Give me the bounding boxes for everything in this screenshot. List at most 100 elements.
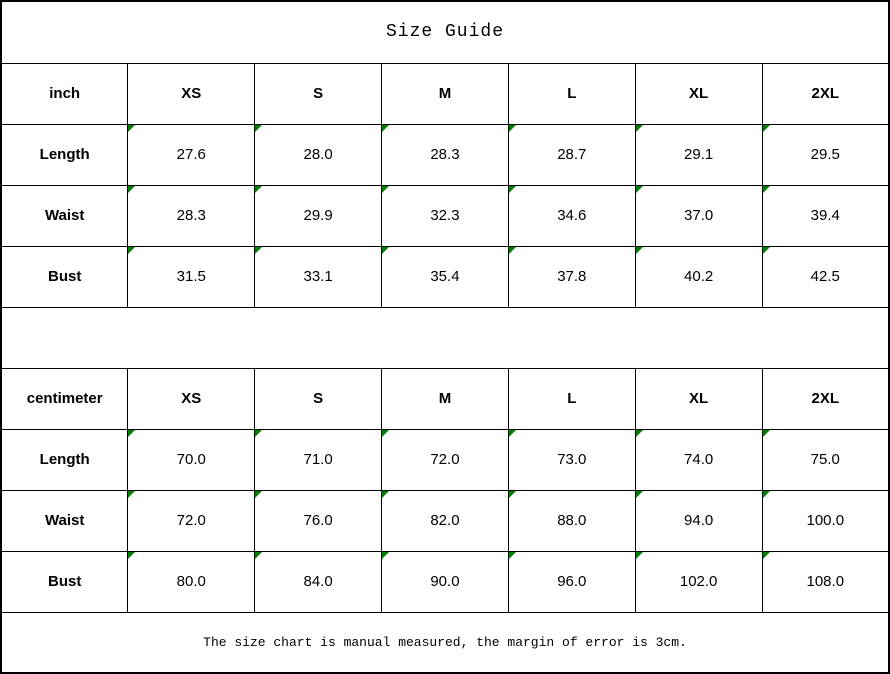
spacer-row bbox=[0, 306, 890, 369]
cell-value: 37.8 bbox=[557, 268, 587, 285]
cell-value: 42.5 bbox=[810, 268, 840, 285]
cell-comment-marker-icon bbox=[382, 491, 390, 498]
cell-comment-marker-icon bbox=[509, 125, 516, 132]
cell-comment-marker-icon bbox=[382, 430, 390, 437]
cell-comment-marker-icon bbox=[636, 125, 643, 132]
cell-value: 102.0 bbox=[679, 573, 718, 590]
cell-value: 72.0 bbox=[176, 512, 206, 529]
data-cell: 72.0 bbox=[127, 489, 256, 552]
cell-comment-marker-icon bbox=[128, 552, 136, 559]
data-cell: 37.8 bbox=[507, 245, 636, 308]
data-cell: 80.0 bbox=[127, 550, 256, 613]
cell-value: 70.0 bbox=[176, 451, 206, 468]
data-cell: 29.1 bbox=[634, 123, 763, 186]
cell-comment-marker-icon bbox=[255, 186, 263, 193]
cell-comment-marker-icon bbox=[763, 247, 770, 254]
cm-header-row: centimeter XS S M L XL 2XL bbox=[0, 367, 890, 430]
data-cell: 35.4 bbox=[381, 245, 509, 308]
cell-value: 71.0 bbox=[303, 451, 333, 468]
cell-comment-marker-icon bbox=[128, 186, 136, 193]
cell-value: 108.0 bbox=[806, 573, 845, 590]
column-header-s: S bbox=[254, 62, 383, 125]
column-header-xl: XL bbox=[634, 367, 763, 430]
data-cell: 31.5 bbox=[127, 245, 256, 308]
data-cell: 70.0 bbox=[127, 428, 256, 491]
unit-header-inch: inch bbox=[0, 62, 129, 125]
cell-comment-marker-icon bbox=[636, 430, 643, 437]
data-cell: 27.6 bbox=[127, 123, 256, 186]
cell-comment-marker-icon bbox=[509, 430, 516, 437]
cell-value: 74.0 bbox=[684, 451, 714, 468]
table-row: Waist 72.0 76.0 82.0 88.0 94.0 100.0 bbox=[0, 489, 890, 552]
cell-value: 40.2 bbox=[684, 268, 714, 285]
data-cell: 88.0 bbox=[507, 489, 636, 552]
data-cell: 75.0 bbox=[761, 428, 890, 491]
data-cell: 90.0 bbox=[381, 550, 509, 613]
row-label-length: Length bbox=[0, 428, 129, 491]
cell-value: 32.3 bbox=[430, 207, 460, 224]
cell-comment-marker-icon bbox=[128, 125, 136, 132]
data-cell: 37.0 bbox=[634, 184, 763, 247]
data-cell: 94.0 bbox=[634, 489, 763, 552]
data-cell: 39.4 bbox=[761, 184, 890, 247]
cell-value: 100.0 bbox=[806, 512, 845, 529]
data-cell: 42.5 bbox=[761, 245, 890, 308]
cell-comment-marker-icon bbox=[509, 186, 516, 193]
data-cell: 28.7 bbox=[507, 123, 636, 186]
data-cell: 100.0 bbox=[761, 489, 890, 552]
cell-value: 28.7 bbox=[557, 146, 587, 163]
data-cell: 82.0 bbox=[381, 489, 509, 552]
inch-header-row: inch XS S M L XL 2XL bbox=[0, 62, 890, 125]
cell-value: 82.0 bbox=[430, 512, 460, 529]
column-header-m: M bbox=[381, 367, 509, 430]
cell-comment-marker-icon bbox=[128, 491, 136, 498]
cell-comment-marker-icon bbox=[763, 186, 770, 193]
data-cell: 102.0 bbox=[634, 550, 763, 613]
column-header-l: L bbox=[507, 62, 636, 125]
cell-value: 29.5 bbox=[810, 146, 840, 163]
cell-comment-marker-icon bbox=[763, 552, 770, 559]
row-label-waist: Waist bbox=[0, 489, 129, 552]
cell-comment-marker-icon bbox=[636, 552, 643, 559]
data-cell: 34.6 bbox=[507, 184, 636, 247]
column-header-2xl: 2XL bbox=[761, 62, 890, 125]
data-cell: 73.0 bbox=[507, 428, 636, 491]
cell-comment-marker-icon bbox=[763, 125, 770, 132]
cell-value: 94.0 bbox=[684, 512, 714, 529]
cell-comment-marker-icon bbox=[636, 247, 643, 254]
row-label-length: Length bbox=[0, 123, 129, 186]
cell-comment-marker-icon bbox=[636, 186, 643, 193]
cell-comment-marker-icon bbox=[763, 430, 770, 437]
cell-comment-marker-icon bbox=[382, 247, 390, 254]
cell-value: 84.0 bbox=[303, 573, 333, 590]
cell-value: 31.5 bbox=[176, 268, 206, 285]
cell-comment-marker-icon bbox=[255, 247, 263, 254]
cell-comment-marker-icon bbox=[763, 491, 770, 498]
cell-comment-marker-icon bbox=[636, 491, 643, 498]
cell-value: 28.0 bbox=[303, 146, 333, 163]
cell-value: 76.0 bbox=[303, 512, 333, 529]
cell-comment-marker-icon bbox=[128, 430, 136, 437]
data-cell: 29.9 bbox=[254, 184, 383, 247]
table-row: Waist 28.3 29.9 32.3 34.6 37.0 39.4 bbox=[0, 184, 890, 247]
spacer-cell bbox=[0, 306, 890, 369]
data-cell: 71.0 bbox=[254, 428, 383, 491]
title-row: Size Guide bbox=[0, 0, 890, 64]
cell-comment-marker-icon bbox=[509, 247, 516, 254]
cell-comment-marker-icon bbox=[255, 552, 263, 559]
data-cell: 40.2 bbox=[634, 245, 763, 308]
cell-comment-marker-icon bbox=[509, 552, 516, 559]
data-cell: 28.3 bbox=[381, 123, 509, 186]
cell-value: 88.0 bbox=[557, 512, 587, 529]
cell-value: 29.1 bbox=[684, 146, 714, 163]
cell-value: 90.0 bbox=[430, 573, 460, 590]
cell-value: 80.0 bbox=[176, 573, 206, 590]
column-header-xl: XL bbox=[634, 62, 763, 125]
cell-comment-marker-icon bbox=[255, 430, 263, 437]
table-row: Bust 31.5 33.1 35.4 37.8 40.2 42.5 bbox=[0, 245, 890, 308]
row-label-bust: Bust bbox=[0, 245, 129, 308]
data-cell: 28.0 bbox=[254, 123, 383, 186]
cell-value: 75.0 bbox=[810, 451, 840, 468]
table-row: Length 70.0 71.0 72.0 73.0 74.0 75.0 bbox=[0, 428, 890, 491]
